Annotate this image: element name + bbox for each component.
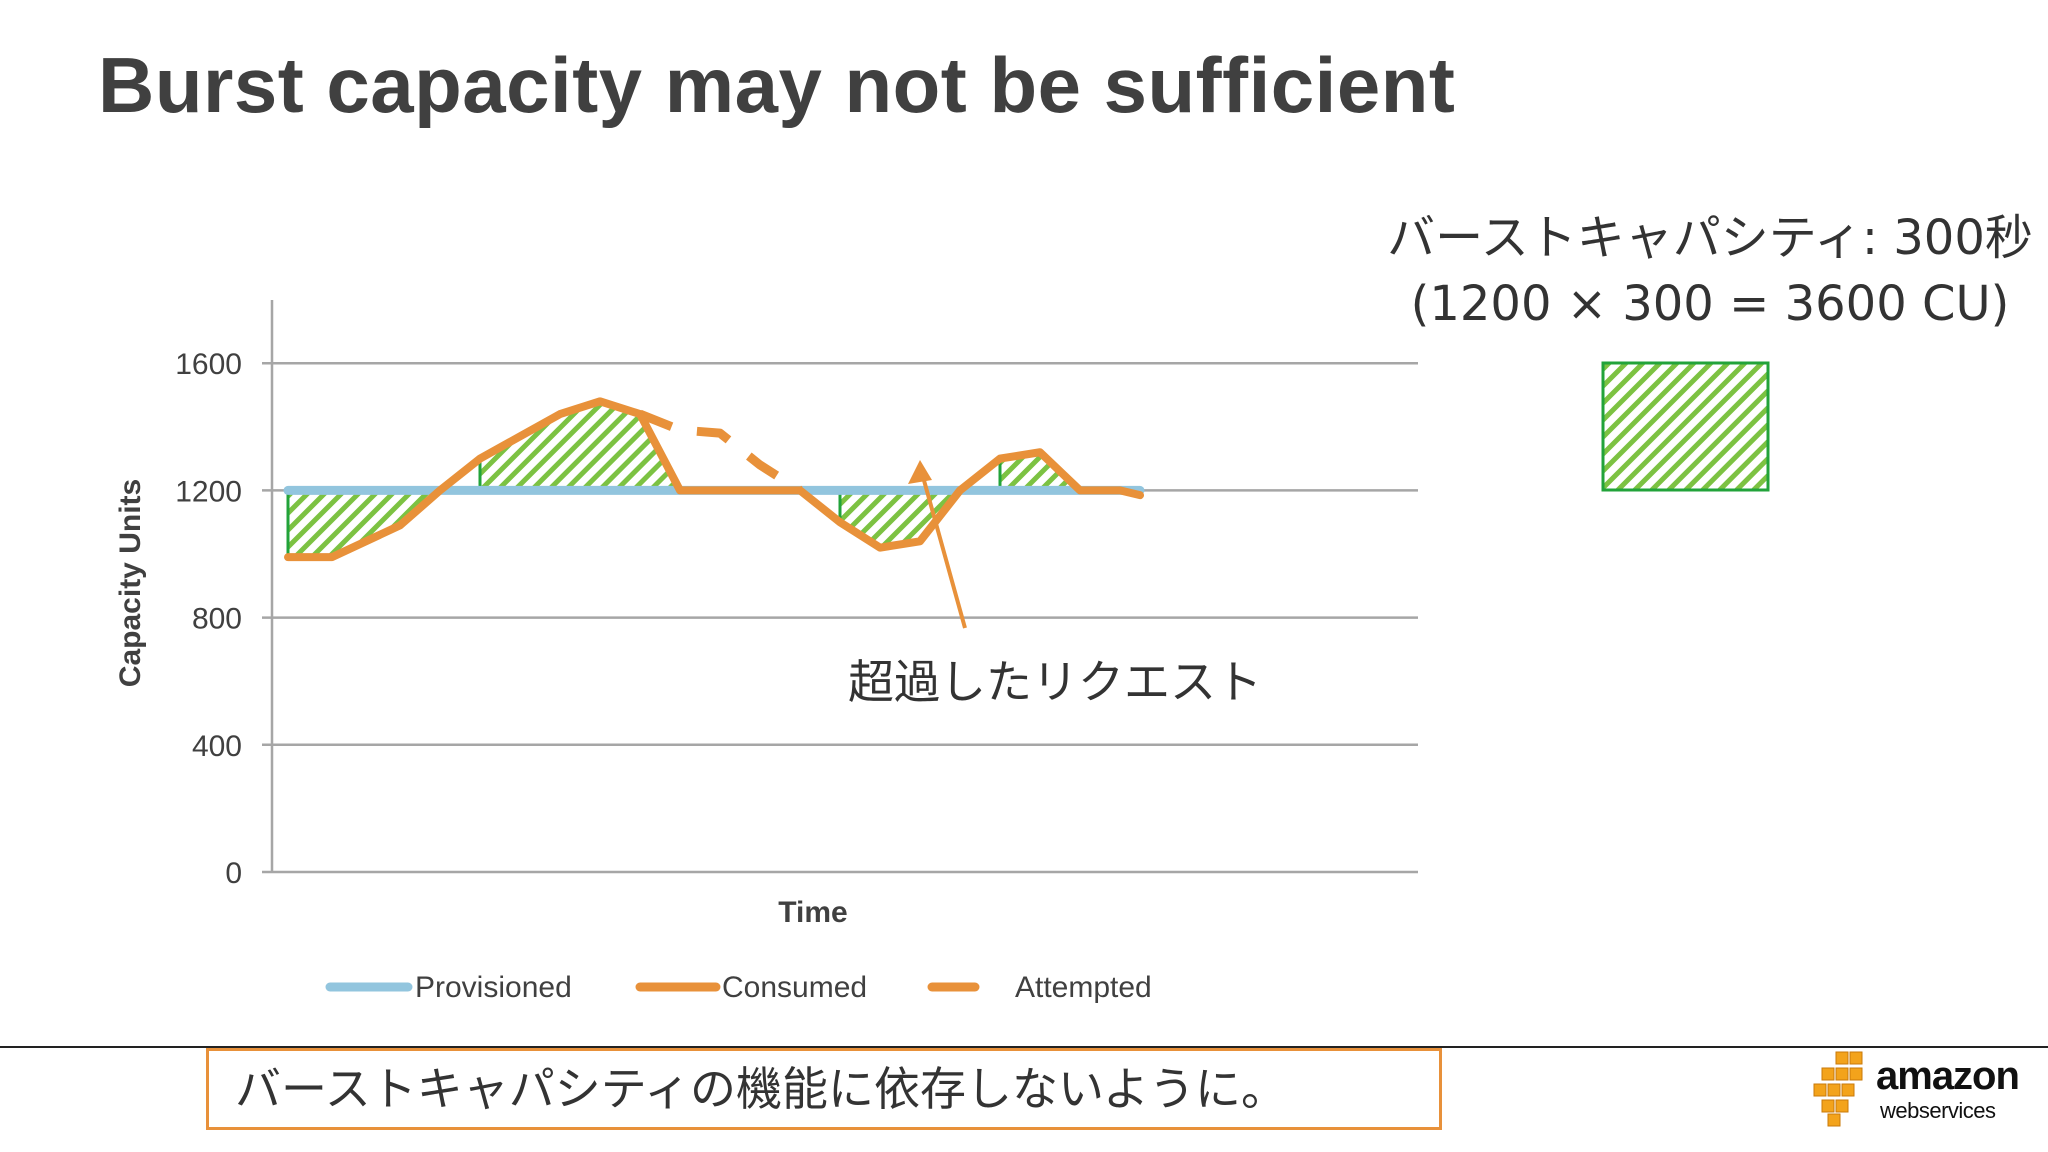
burst-capacity-swatch xyxy=(1601,361,1770,492)
y-tick-labels: 0 400 800 1200 1600 xyxy=(175,348,242,890)
slide-title: Burst capacity may not be sufficient xyxy=(98,41,1456,129)
burst-capacity-line1: バーストキャパシティ: 300秒 xyxy=(1387,210,2033,266)
series-line-consumed xyxy=(284,397,1144,562)
burst-capacity-label: バーストキャパシティ: 300秒 (1200 × 300 = 3600 CU) xyxy=(1380,205,2040,337)
legend: Provisioned Consumed Attempted xyxy=(325,971,1152,1004)
y-tick-label-400: 400 xyxy=(192,730,242,763)
y-tick-label-800: 800 xyxy=(192,603,242,636)
grid-lines xyxy=(262,300,1418,874)
legend-label-attempted: Attempted xyxy=(1015,971,1152,1004)
legend-label-consumed: Consumed xyxy=(722,971,867,1004)
annotation: 超過したリクエスト xyxy=(848,460,1262,709)
note-box: バーストキャパシティの機能に依存しないように。 xyxy=(206,1048,1442,1130)
y-axis-label: Capacity Units xyxy=(114,479,147,687)
aws-logo: amazon webservices xyxy=(1812,1050,2032,1130)
burst-capacity-line2: (1200 × 300 = 3600 CU) xyxy=(1410,276,2010,332)
burst-regions xyxy=(286,399,1142,559)
y-tick-label-1600: 1600 xyxy=(175,348,242,381)
series-lines xyxy=(283,397,1145,562)
legend-label-provisioned: Provisioned xyxy=(415,971,572,1004)
y-tick-label-0: 0 xyxy=(225,857,242,890)
capacity-chart: 0 400 800 1200 1600 超過したリクエスト Capacity Units… xyxy=(114,300,1770,1004)
burst-region-0 xyxy=(286,488,444,559)
logo-amazon-text: amazon xyxy=(1876,1054,2020,1098)
y-tick-label-1200: 1200 xyxy=(175,475,242,508)
aws-cubes-icon xyxy=(1813,1051,1863,1127)
logo-webservices-text: webservices xyxy=(1880,1098,1996,1123)
annotation-arrow xyxy=(918,465,967,629)
annotation-text: 超過したリクエスト xyxy=(848,655,1262,709)
footer-divider xyxy=(0,1046,2048,1048)
x-axis-label: Time xyxy=(778,896,847,929)
arrow-head-icon xyxy=(908,460,932,484)
